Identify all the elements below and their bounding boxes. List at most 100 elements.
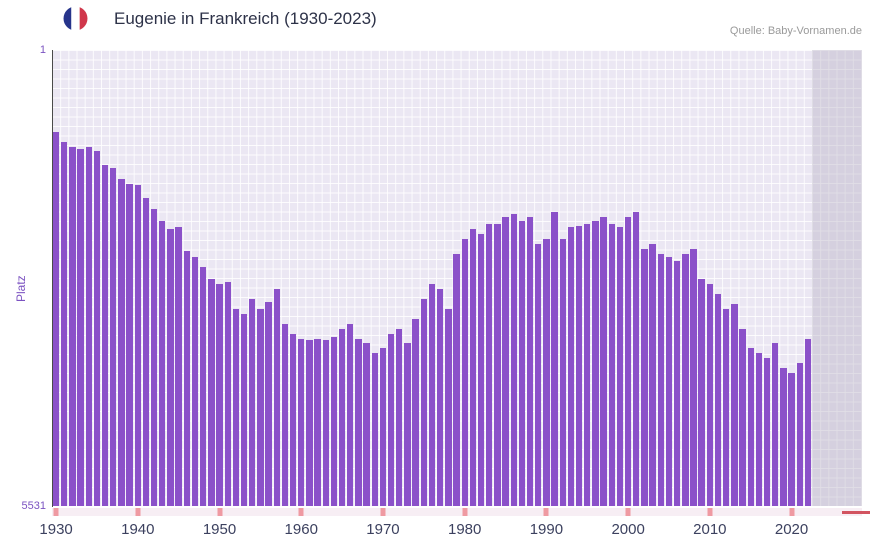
bar[interactable] [682,254,689,506]
bar[interactable] [665,256,673,506]
bar[interactable] [649,243,656,506]
bar[interactable] [281,323,289,506]
bar[interactable] [551,212,558,506]
bar[interactable] [755,353,763,506]
slider-right-handle[interactable] [842,511,870,514]
bar[interactable] [110,167,117,506]
bar[interactable] [420,298,427,506]
bar[interactable] [518,221,526,506]
bar[interactable] [298,338,305,506]
bar[interactable] [494,223,501,506]
x-axis-tick-label: 1960 [284,521,318,538]
bar[interactable] [592,221,599,506]
bar[interactable] [69,147,76,506]
bar[interactable] [714,294,722,506]
bar[interactable] [747,348,754,506]
bar[interactable] [216,284,223,506]
bar[interactable] [616,227,624,506]
bar[interactable] [142,197,150,506]
bar[interactable] [706,284,714,506]
bar[interactable] [641,249,648,506]
bar[interactable] [690,249,697,506]
bar[interactable] [428,284,436,506]
x-axis-tick-label: 1990 [529,521,564,538]
bar[interactable] [61,142,68,506]
bar[interactable] [199,266,207,506]
bar[interactable] [330,336,338,506]
bar[interactable] [739,328,746,506]
plot-area [52,50,862,506]
bar[interactable] [134,185,141,506]
bar[interactable] [477,233,485,506]
x-axis-tick-label: 2000 [611,521,645,538]
bar[interactable] [159,221,166,506]
bar[interactable] [118,179,125,506]
bar[interactable] [486,223,493,506]
bar[interactable] [445,308,452,506]
bar[interactable] [265,302,272,506]
bar[interactable] [633,211,640,506]
bar[interactable] [93,151,101,506]
bar[interactable] [772,343,779,506]
bar[interactable] [584,223,591,506]
bar[interactable] [804,338,812,506]
bar[interactable] [338,328,346,506]
bar[interactable] [240,313,248,506]
bar[interactable] [763,358,771,506]
bar[interactable] [469,228,477,506]
bar[interactable] [77,148,84,506]
bar[interactable] [698,279,705,506]
bar[interactable] [559,238,566,506]
bar[interactable] [224,281,231,506]
bar[interactable] [600,217,607,506]
bar[interactable] [575,226,583,506]
bar[interactable] [232,308,240,506]
bar[interactable] [673,261,681,506]
bar[interactable] [543,238,550,506]
bar[interactable] [175,227,182,506]
bar[interactable] [257,308,264,506]
bar[interactable] [624,217,632,506]
bar[interactable] [412,318,419,506]
bar[interactable] [379,348,387,506]
bar[interactable] [461,238,468,506]
bar[interactable] [101,164,109,506]
bar[interactable] [780,368,787,506]
bar[interactable] [510,214,517,506]
bar[interactable] [657,254,664,506]
slider-decade-tick [707,508,713,516]
bar[interactable] [289,333,297,506]
bar[interactable] [788,373,795,506]
bar[interactable] [453,254,460,506]
bar[interactable] [502,217,509,506]
bar[interactable] [731,303,738,506]
bar[interactable] [322,340,329,506]
year-range-slider[interactable] [52,508,870,516]
bar[interactable] [183,251,190,506]
bar[interactable] [436,289,444,506]
bar[interactable] [273,289,280,506]
bar[interactable] [150,209,158,506]
bar[interactable] [526,217,534,506]
bar[interactable] [249,298,256,506]
bar[interactable] [191,256,199,506]
bar[interactable] [404,343,411,506]
bar[interactable] [314,338,321,506]
bar[interactable] [608,223,615,506]
bar[interactable] [535,243,542,506]
bar[interactable] [796,363,803,506]
bar[interactable] [208,279,215,506]
bar[interactable] [306,340,313,506]
bar[interactable] [371,353,378,506]
bar[interactable] [347,323,354,506]
bar[interactable] [167,228,174,506]
bar[interactable] [52,132,60,506]
bar[interactable] [396,328,403,506]
bar[interactable] [85,147,92,506]
bar[interactable] [723,308,730,506]
bar[interactable] [126,184,133,506]
bar[interactable] [567,227,575,506]
bar[interactable] [355,338,362,506]
bar[interactable] [363,343,370,506]
bar[interactable] [387,333,395,506]
